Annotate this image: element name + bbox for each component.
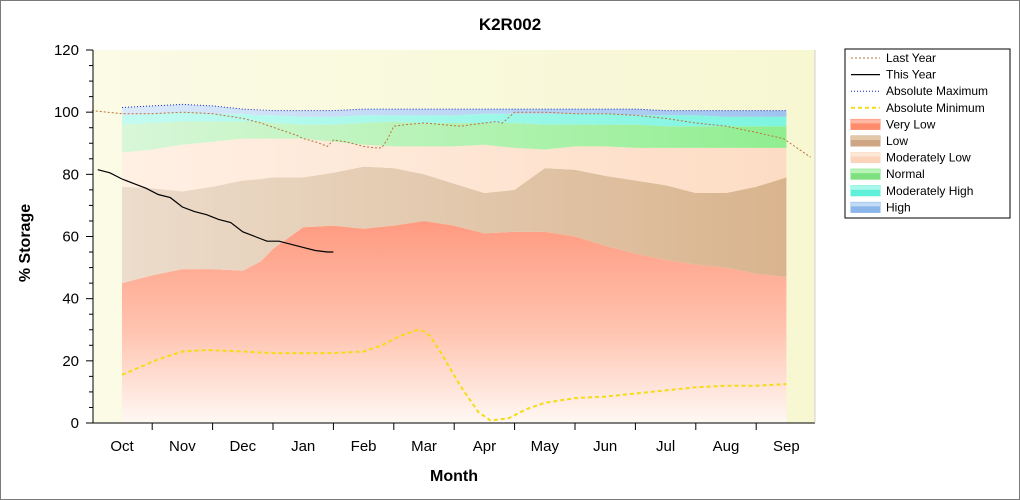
series-line-this-year: [97, 169, 334, 253]
legend-item-very-low: Very Low: [850, 117, 936, 131]
legend-label: Low: [886, 134, 908, 148]
y-tick-label: 80: [62, 166, 79, 183]
data-lines: [91, 103, 811, 422]
legend-item-normal: Normal: [850, 167, 925, 181]
x-tick-label: Sep: [773, 438, 800, 455]
legend-swatch-highlight: [851, 185, 880, 190]
legend-item-last-year: Last Year: [851, 51, 936, 65]
legend: Last Year This Year Absolute Maximum Absolu…: [844, 48, 1011, 219]
band-high: [122, 104, 787, 117]
percentile-bands: [122, 104, 787, 423]
legend-swatch-highlight: [851, 202, 880, 207]
legend-item-absolute-maximum: Absolute Maximum: [851, 84, 988, 98]
band-moderately-low: [122, 138, 787, 193]
y-axis-title: % Storage: [17, 204, 34, 282]
legend-swatch-highlight: [851, 119, 880, 124]
x-tick-label: Aug: [713, 438, 740, 455]
y-tick-label: 60: [62, 229, 79, 246]
legend-label: Absolute Minimum: [886, 101, 985, 115]
series-line-last-year: [91, 110, 811, 158]
legend-swatch-highlight: [851, 136, 880, 140]
chart-title: K2R002: [479, 15, 541, 34]
legend-item-moderately-low: Moderately Low: [850, 151, 971, 165]
legend-item-absolute-minimum: Absolute Minimum: [851, 101, 985, 115]
band-moderately-high: [122, 112, 787, 127]
y-tick-label: 100: [54, 104, 79, 121]
legend-label: Moderately High: [886, 184, 973, 198]
legend-label: This Year: [886, 68, 936, 82]
y-tick-label: 40: [62, 291, 79, 308]
legend-item-this-year: This Year: [851, 68, 936, 82]
x-tick-label: Feb: [351, 438, 377, 455]
x-tick-label: Dec: [229, 438, 256, 455]
y-axis-ticks: 0 20 40 60 80 100 120: [54, 42, 93, 432]
x-tick-label: Jul: [656, 438, 675, 455]
series-line-absolute-minimum: [121, 328, 787, 422]
band-low: [122, 166, 787, 284]
legend-item-high: High: [850, 200, 911, 214]
x-axis-title: Month: [430, 468, 478, 485]
x-tick-label: Oct: [110, 438, 134, 455]
x-tick-label: Mar: [411, 438, 437, 455]
legend-label: Normal: [886, 167, 925, 181]
x-tick-label: Jun: [593, 438, 617, 455]
y-tick-label: 0: [71, 415, 79, 432]
x-axis-ticks: Oct Nov Dec Jan Feb Mar Apr May Jun Jul Aug Sep: [110, 423, 800, 455]
legend-swatch-highlight: [851, 152, 880, 157]
legend-swatch-highlight: [851, 169, 880, 174]
legend-label: Absolute Maximum: [886, 84, 988, 98]
legend-item-low: Low: [850, 134, 908, 148]
legend-label: Moderately Low: [886, 151, 971, 165]
legend-label: High: [886, 200, 911, 214]
band-very-low: [122, 221, 787, 423]
legend-item-moderately-high: Moderately High: [850, 184, 973, 198]
band-normal: [122, 121, 787, 153]
y-tick-label: 20: [62, 353, 79, 370]
x-tick-label: Nov: [169, 438, 196, 455]
x-tick-label: Jan: [291, 438, 315, 455]
x-tick-label: Apr: [473, 438, 496, 455]
x-tick-label: May: [531, 438, 560, 455]
legend-label: Last Year: [886, 51, 936, 65]
y-tick-label: 120: [54, 42, 79, 59]
legend-label: Very Low: [886, 117, 936, 131]
